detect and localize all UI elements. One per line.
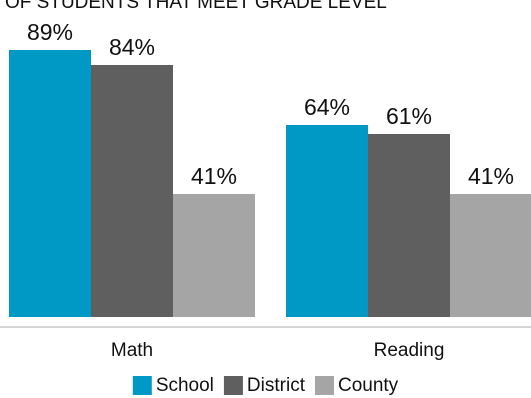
- legend-label-district: District: [247, 375, 306, 396]
- data-label-county-reading: 41%: [468, 163, 514, 189]
- bar-county-reading: [450, 194, 531, 317]
- data-label-district-reading: 61%: [386, 103, 432, 129]
- category-label-reading: Reading: [374, 340, 445, 361]
- bar-school-reading: [286, 125, 368, 317]
- legend-label-school: School: [156, 375, 214, 396]
- bar-county-math: [173, 194, 255, 317]
- data-label-school-math: 89%: [27, 19, 73, 45]
- legend: School District County: [132, 375, 399, 396]
- chart-title: OF STUDENTS THAT MEET GRADE LEVEL: [5, 0, 387, 13]
- bar-school-math: [9, 50, 91, 317]
- legend-swatch-district: [223, 376, 243, 395]
- legend-label-county: County: [338, 375, 399, 396]
- category-label-math: Math: [111, 340, 153, 361]
- bar-district-reading: [368, 134, 450, 317]
- data-label-district-math: 84%: [109, 34, 155, 60]
- legend-swatch-school: [132, 376, 152, 395]
- bars-layer: 89% 84% 41% 64% 61% 41%: [9, 19, 531, 317]
- bar-district-math: [91, 65, 173, 317]
- data-label-county-math: 41%: [191, 163, 237, 189]
- data-label-school-reading: 64%: [304, 94, 350, 120]
- category-labels: Math Reading: [111, 340, 445, 361]
- legend-swatch-county: [314, 376, 334, 395]
